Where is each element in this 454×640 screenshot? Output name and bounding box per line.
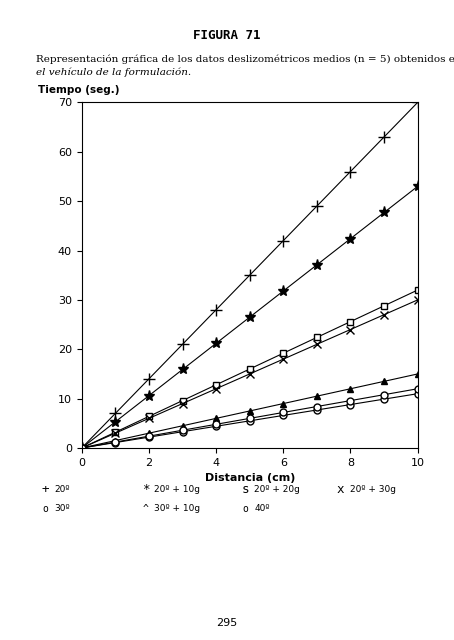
Text: s: s	[242, 483, 249, 496]
Text: ^: ^	[143, 504, 148, 514]
Text: 20º + 20g: 20º + 20g	[254, 485, 300, 494]
Text: Tiempo (seg.): Tiempo (seg.)	[38, 86, 119, 95]
Text: 30º: 30º	[54, 504, 70, 513]
Text: 20º + 30g: 20º + 30g	[350, 485, 395, 494]
Text: 20º: 20º	[54, 485, 70, 494]
Text: o: o	[43, 504, 48, 514]
X-axis label: Distancia (cm): Distancia (cm)	[204, 473, 295, 483]
Text: FIGURA 71: FIGURA 71	[193, 29, 261, 42]
Text: +: +	[42, 483, 49, 496]
Text: 30º + 10g: 30º + 10g	[154, 504, 201, 513]
Text: 295: 295	[217, 618, 237, 628]
Text: *: *	[142, 483, 149, 496]
Text: el vehículo de la formulación.: el vehículo de la formulación.	[36, 67, 192, 77]
Text: Representación gráfica de los datos deslizométricos medios (n = 5) obtenidos en: Representación gráfica de los datos desl…	[36, 54, 454, 64]
Text: 40º: 40º	[254, 504, 270, 513]
Text: x: x	[337, 483, 344, 496]
Text: o: o	[242, 504, 248, 514]
Text: 20º + 10g: 20º + 10g	[154, 485, 200, 494]
